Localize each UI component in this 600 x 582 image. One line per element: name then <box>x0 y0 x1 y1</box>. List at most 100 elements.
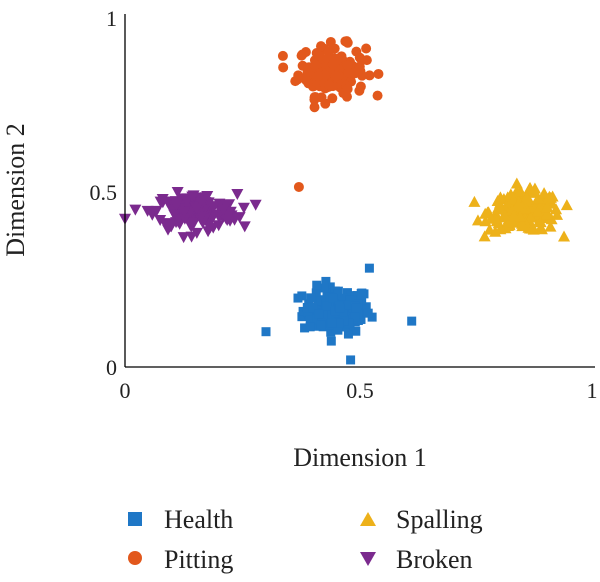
point-spalling <box>478 230 491 242</box>
point-spalling <box>541 201 554 213</box>
point-broken <box>233 212 246 224</box>
point-broken <box>154 215 167 227</box>
point-spalling <box>510 185 523 197</box>
point-spalling <box>512 198 525 210</box>
point-health <box>338 293 348 303</box>
point-broken <box>129 204 142 216</box>
point-pitting <box>293 70 304 81</box>
point-health <box>345 295 355 305</box>
point-health <box>326 327 336 337</box>
point-broken <box>177 232 190 244</box>
point-health <box>361 302 371 312</box>
legend-label-pitting: Pitting <box>164 545 233 574</box>
point-broken <box>168 209 181 221</box>
point-pitting <box>364 70 375 81</box>
point-spalling <box>544 220 557 232</box>
point-health <box>300 323 310 333</box>
point-spalling <box>528 182 541 194</box>
series-spalling <box>468 177 573 242</box>
legend-square-icon <box>128 512 142 526</box>
point-broken <box>180 196 193 208</box>
point-broken <box>164 220 177 232</box>
point-spalling <box>489 225 502 237</box>
series-broken <box>119 187 262 244</box>
legend-item-broken: Broken <box>360 545 473 574</box>
point-spalling <box>541 192 554 204</box>
point-broken <box>185 231 198 243</box>
point-health <box>350 312 360 322</box>
point-health <box>346 355 356 365</box>
point-pitting <box>293 181 304 192</box>
point-spalling <box>499 209 512 221</box>
point-pitting <box>302 66 313 77</box>
point-health <box>293 293 303 303</box>
point-broken <box>156 197 169 209</box>
legend-item-pitting: Pitting <box>128 545 233 574</box>
point-health <box>357 288 367 298</box>
point-broken <box>178 206 191 218</box>
point-health <box>306 293 316 303</box>
point-spalling <box>468 195 481 207</box>
point-spalling <box>491 195 504 207</box>
x-tick-label-0.5: 0.5 <box>346 378 374 403</box>
point-spalling <box>525 222 538 234</box>
point-broken <box>237 202 250 214</box>
point-health <box>328 293 338 303</box>
point-health <box>316 296 326 306</box>
point-health <box>339 316 349 326</box>
point-pitting <box>354 63 365 74</box>
point-pitting <box>320 98 331 109</box>
point-health <box>316 320 326 330</box>
point-broken <box>221 215 234 227</box>
point-broken <box>217 204 230 216</box>
legend: Health Pitting Spalling Broken <box>128 505 483 574</box>
point-pitting <box>354 85 365 96</box>
point-health <box>351 303 361 313</box>
point-pitting <box>278 62 289 73</box>
point-broken <box>204 222 217 234</box>
point-broken <box>207 202 220 214</box>
point-broken <box>186 217 199 229</box>
point-spalling <box>516 217 529 229</box>
point-health <box>333 325 343 335</box>
point-pitting <box>324 80 335 91</box>
point-pitting <box>342 37 353 48</box>
point-broken <box>249 199 262 211</box>
point-health <box>321 276 331 286</box>
point-health <box>407 316 417 326</box>
point-pitting <box>313 71 324 82</box>
point-spalling <box>510 177 523 189</box>
point-health <box>327 318 337 328</box>
point-spalling <box>532 192 545 204</box>
legend-label-spalling: Spalling <box>396 505 483 534</box>
point-spalling <box>507 209 520 221</box>
point-health <box>322 301 332 311</box>
point-broken <box>201 191 214 203</box>
point-health <box>297 312 307 322</box>
point-spalling <box>495 202 508 214</box>
point-health <box>351 326 361 336</box>
point-spalling <box>535 223 548 235</box>
legend-label-health: Health <box>164 505 233 534</box>
point-health <box>326 336 336 346</box>
legend-item-health: Health <box>128 505 233 534</box>
point-health <box>343 329 353 339</box>
point-broken <box>187 190 200 202</box>
point-health <box>334 318 344 328</box>
point-broken <box>238 221 251 233</box>
point-health <box>325 282 335 292</box>
point-pitting <box>342 83 353 94</box>
point-spalling <box>558 230 571 242</box>
y-axis-label: Dimension 2 <box>1 123 30 257</box>
x-tick-label-1: 1 <box>587 378 598 403</box>
point-pitting <box>330 70 341 81</box>
point-health <box>333 289 343 299</box>
point-spalling <box>531 205 544 217</box>
x-axis-label: Dimension 1 <box>293 443 427 472</box>
series-health <box>261 263 417 365</box>
point-spalling <box>506 216 519 228</box>
point-broken <box>170 200 183 212</box>
legend-label-broken: Broken <box>396 545 473 574</box>
point-health <box>312 280 322 290</box>
